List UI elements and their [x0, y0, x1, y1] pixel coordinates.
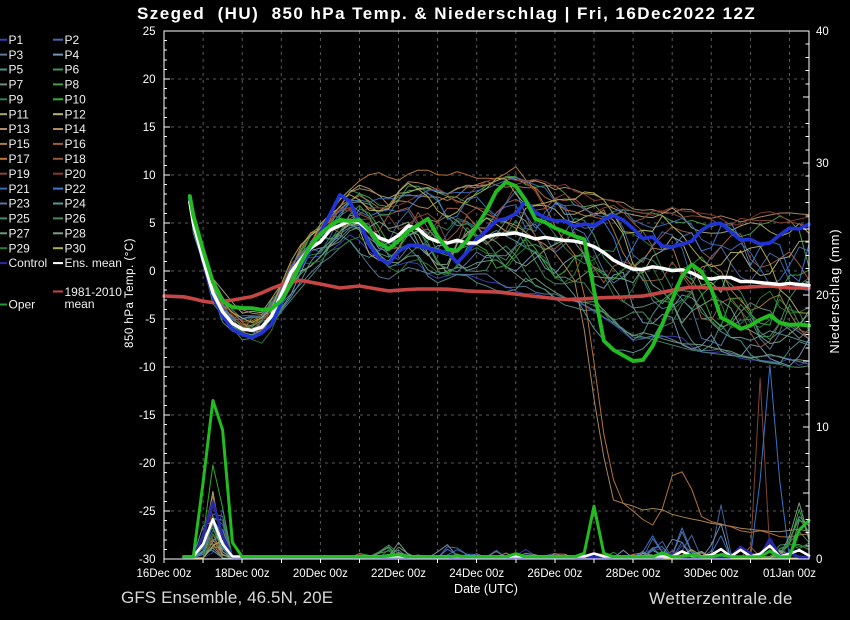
svg-text:GFS Ensemble, 46.5N, 20E: GFS Ensemble, 46.5N, 20E — [121, 588, 333, 607]
svg-text:20: 20 — [143, 74, 156, 86]
svg-text:P28: P28 — [65, 227, 87, 241]
svg-text:Ens. mean: Ens. mean — [65, 256, 122, 270]
svg-text:P1: P1 — [9, 33, 24, 47]
svg-text:-30: -30 — [139, 554, 156, 566]
svg-text:P17: P17 — [9, 152, 31, 166]
svg-text:0: 0 — [816, 554, 822, 566]
svg-text:30Dec 00z: 30Dec 00z — [684, 568, 739, 580]
svg-text:P8: P8 — [65, 78, 80, 92]
svg-text:10: 10 — [143, 170, 156, 182]
svg-text:5: 5 — [149, 218, 155, 230]
svg-text:P23: P23 — [9, 197, 31, 211]
svg-text:01Jan 00z: 01Jan 00z — [763, 568, 816, 580]
svg-text:P21: P21 — [9, 182, 31, 196]
svg-text:-25: -25 — [139, 506, 156, 518]
svg-text:P16: P16 — [65, 137, 87, 151]
svg-text:Date (UTC): Date (UTC) — [454, 582, 518, 596]
svg-text:P30: P30 — [65, 241, 87, 255]
svg-text:Szeged (HU) 850 hPa Temp. &: Szeged (HU) 850 hPa Temp. & Niederschlag… — [137, 4, 756, 23]
svg-text:P12: P12 — [65, 107, 87, 121]
svg-text:P9: P9 — [9, 93, 24, 107]
svg-text:P20: P20 — [65, 167, 87, 181]
svg-text:P18: P18 — [65, 152, 87, 166]
svg-text:Oper: Oper — [9, 298, 36, 312]
svg-text:P25: P25 — [9, 212, 31, 226]
svg-text:-20: -20 — [139, 458, 156, 470]
svg-text:16Dec 00z: 16Dec 00z — [137, 568, 192, 580]
svg-text:10: 10 — [816, 422, 829, 434]
svg-text:1981-2010: 1981-2010 — [65, 285, 123, 299]
svg-text:P5: P5 — [9, 63, 24, 77]
svg-text:P7: P7 — [9, 78, 24, 92]
svg-text:Control: Control — [9, 256, 48, 270]
svg-text:P11: P11 — [9, 107, 30, 121]
svg-text:20: 20 — [816, 290, 829, 302]
svg-text:26Dec 00z: 26Dec 00z — [527, 568, 582, 580]
svg-text:P24: P24 — [65, 197, 87, 211]
svg-text:15: 15 — [143, 122, 156, 134]
svg-text:P13: P13 — [9, 122, 31, 136]
svg-text:850 hPa Temp. (°C): 850 hPa Temp. (°C) — [124, 238, 136, 348]
svg-text:P10: P10 — [65, 93, 87, 107]
svg-text:P22: P22 — [65, 182, 87, 196]
svg-text:-15: -15 — [139, 410, 156, 422]
svg-text:P2: P2 — [65, 33, 80, 47]
svg-text:Wetterzentrale.de: Wetterzentrale.de — [649, 589, 793, 608]
svg-text:P29: P29 — [9, 241, 31, 255]
svg-text:28Dec 00z: 28Dec 00z — [606, 568, 661, 580]
svg-text:18Dec 00z: 18Dec 00z — [215, 568, 270, 580]
svg-text:-5: -5 — [145, 314, 155, 326]
svg-text:25: 25 — [143, 26, 156, 38]
svg-text:24Dec 00z: 24Dec 00z — [449, 568, 504, 580]
svg-text:P19: P19 — [9, 167, 31, 181]
svg-text:P6: P6 — [65, 63, 80, 77]
svg-text:22Dec 00z: 22Dec 00z — [371, 568, 426, 580]
svg-text:P4: P4 — [65, 48, 80, 62]
svg-text:P26: P26 — [65, 212, 87, 226]
svg-text:20Dec 00z: 20Dec 00z — [293, 568, 348, 580]
svg-text:40: 40 — [816, 26, 829, 38]
svg-text:Niederschlag (mm): Niederschlag (mm) — [827, 228, 842, 353]
svg-text:P27: P27 — [9, 227, 31, 241]
svg-text:P14: P14 — [65, 122, 87, 136]
svg-text:mean: mean — [65, 297, 95, 311]
svg-text:30: 30 — [816, 158, 829, 170]
svg-text:P3: P3 — [9, 48, 24, 62]
svg-text:P15: P15 — [9, 137, 31, 151]
svg-text:-10: -10 — [139, 362, 156, 374]
svg-text:0: 0 — [149, 266, 155, 278]
